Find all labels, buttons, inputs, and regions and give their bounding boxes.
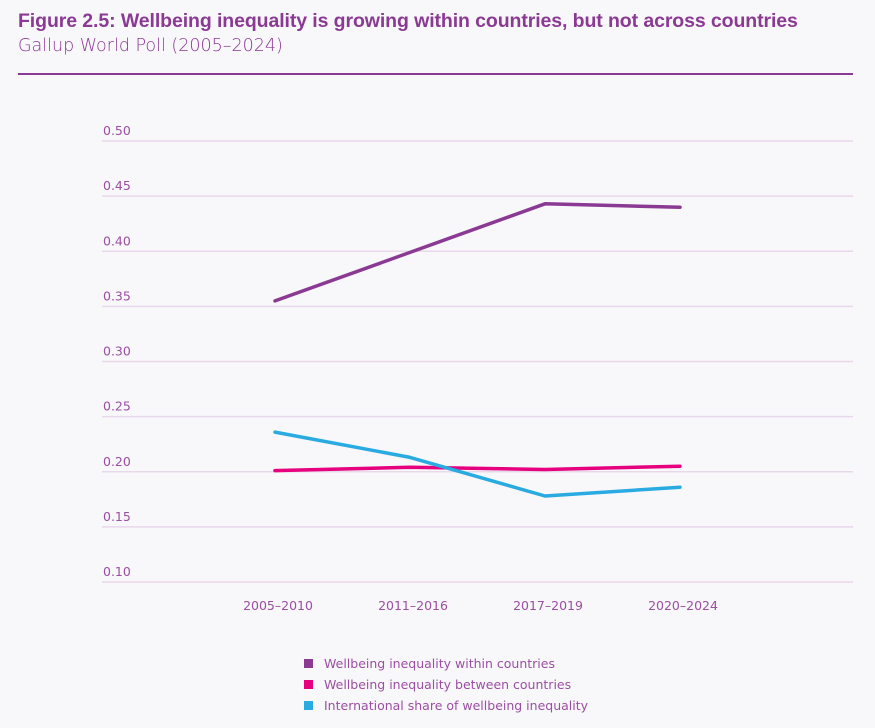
line-chart: 0.50 0.45 0.40 0.35 0.30 0.25 0.20 0.15 0.10 200… (102, 123, 853, 613)
legend: Wellbeing inequality within countries We… (304, 653, 588, 716)
legend-item-within: Wellbeing inequality within countries (304, 653, 588, 674)
y-tick-label: 0.45 (103, 178, 131, 193)
y-tick-label: 0.50 (103, 123, 131, 138)
y-tick-label: 0.15 (103, 509, 131, 524)
y-tick-label: 0.25 (103, 399, 131, 414)
legend-swatch-international (304, 701, 313, 710)
x-tick-label: 2005–2010 (243, 598, 313, 613)
legend-swatch-between (304, 680, 313, 689)
y-tick-label: 0.30 (103, 344, 131, 359)
legend-label-international: International share of wellbeing inequal… (324, 698, 589, 713)
y-tick-label: 0.10 (103, 564, 131, 579)
legend-swatch-within (304, 659, 313, 668)
y-tick-label: 0.40 (103, 233, 131, 248)
y-axis-ticks: 0.50 0.45 0.40 0.35 0.30 0.25 0.20 0.15 0.10 (103, 123, 131, 579)
series-line-within-countries (273, 202, 682, 303)
figure-subtitle: Gallup World Poll (2005–2024) (18, 36, 283, 56)
x-tick-label: 2011–2016 (378, 598, 448, 613)
legend-item-between: Wellbeing inequality between countries (304, 674, 588, 695)
x-tick-label: 2020–2024 (648, 598, 718, 613)
legend-item-international: International share of wellbeing inequal… (304, 695, 588, 716)
series-line-international-share (273, 430, 682, 498)
y-tick-label: 0.35 (103, 288, 131, 303)
legend-label-within: Wellbeing inequality within countries (324, 656, 555, 671)
figure-title: Figure 2.5: Wellbeing inequality is grow… (18, 10, 798, 32)
series-lines (273, 202, 682, 498)
x-tick-label: 2017–2019 (513, 598, 583, 613)
x-axis-ticks: 2005–2010 2011–2016 2017–2019 2020–2024 (243, 598, 718, 613)
series-line-between-countries (273, 464, 682, 473)
y-tick-label: 0.20 (103, 454, 131, 469)
title-divider (18, 73, 853, 75)
legend-label-between: Wellbeing inequality between countries (324, 677, 572, 692)
gridlines (102, 140, 853, 583)
